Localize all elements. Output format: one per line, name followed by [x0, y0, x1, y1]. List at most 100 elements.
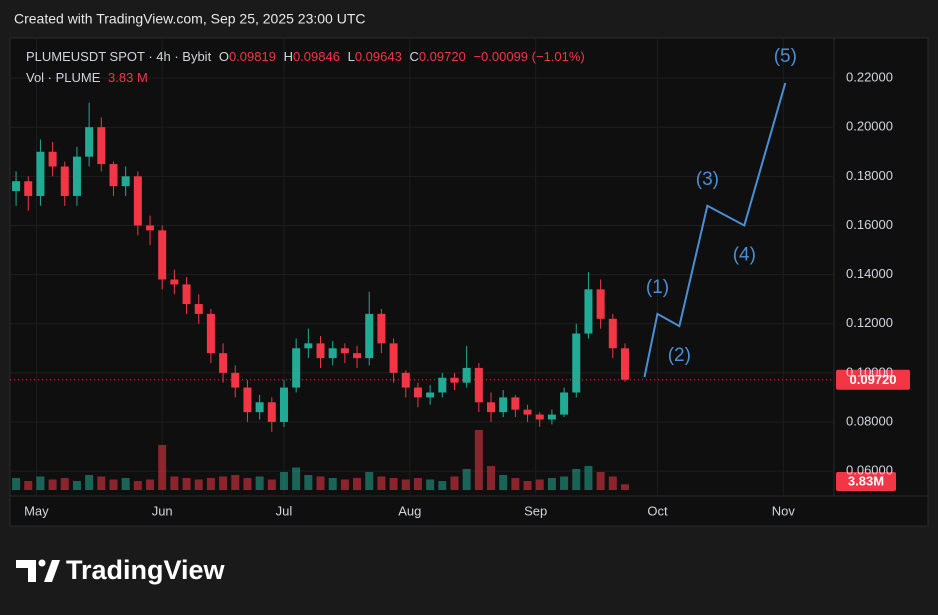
y-tick-label: 0.20000: [846, 119, 893, 134]
volume-bar: [219, 476, 228, 490]
candle-body: [511, 397, 520, 410]
volume-bar: [85, 475, 94, 490]
candle-body: [413, 387, 422, 398]
x-tick-label: May: [24, 503, 49, 518]
candle-body: [487, 402, 496, 413]
volume-bar: [474, 430, 483, 490]
x-tick-label: Aug: [398, 503, 421, 518]
candle-body: [499, 397, 508, 413]
candle-body: [462, 367, 471, 383]
volume-value: 3.83 M: [108, 70, 148, 85]
volume-bar: [487, 466, 496, 490]
candle-body: [36, 151, 45, 196]
volume-bar: [328, 478, 337, 490]
y-tick-label: 0.10000: [846, 364, 893, 379]
candle-body: [572, 333, 581, 393]
candle-body: [267, 402, 276, 422]
candle-body: [560, 392, 569, 415]
ohlc-key: O: [219, 49, 229, 64]
volume-bar: [12, 478, 21, 490]
volume-bar: [572, 469, 581, 490]
overlay: 0.09720 3.83M (1) (2) (3) (4) (5): [10, 46, 910, 491]
candle-body: [377, 313, 386, 344]
candle-body: [389, 343, 398, 373]
chart-panel: [9, 37, 929, 527]
volume-bar: [158, 445, 167, 490]
ohlc-value: 0.09720: [419, 49, 466, 64]
ohlc-key: C: [409, 49, 418, 64]
candle-body: [279, 387, 288, 422]
volume-bar: [426, 479, 435, 490]
volume-bar: [450, 476, 459, 490]
candles: [12, 102, 629, 432]
volume-bar: [438, 481, 447, 490]
candle-body: [146, 225, 155, 231]
candle-body: [523, 409, 532, 415]
volume-bar: [377, 476, 386, 490]
candle-body: [328, 348, 337, 359]
candle-body: [170, 279, 179, 285]
y-tick-label: 0.08000: [846, 413, 893, 428]
volume-bar: [109, 479, 118, 490]
candle-body: [158, 230, 167, 280]
x-tick-label: Jun: [152, 503, 173, 518]
candle-body: [48, 151, 57, 167]
volume-bar: [182, 478, 191, 490]
candle-body: [401, 372, 410, 388]
candle-body: [596, 289, 605, 319]
volume-bar: [133, 481, 142, 490]
candle-body: [121, 176, 130, 187]
candle-body: [608, 318, 617, 349]
candle-body: [231, 372, 240, 388]
volume-bar: [413, 478, 422, 490]
volume-bar: [499, 475, 508, 490]
change: −0.00099 (−1.01%): [473, 49, 584, 64]
candle-body: [438, 377, 447, 393]
y-tick-label: 0.06000: [846, 463, 893, 478]
brand: TradingView: [66, 555, 226, 585]
volume-bar: [146, 479, 155, 490]
last-price-label: 0.09720: [850, 372, 897, 387]
volume-bar: [596, 472, 605, 490]
y-tick-label: 0.14000: [846, 266, 893, 281]
volume-bar: [279, 472, 288, 490]
candle-body: [109, 164, 118, 187]
legend-line: PLUMEUSDT SPOT · 4h · Bybit O0.09819 H0.…: [26, 49, 585, 64]
candle-body: [12, 181, 21, 192]
volume-bar: [401, 479, 410, 490]
candle-body: [219, 353, 228, 373]
candle-body: [133, 176, 142, 226]
volume-bar: [24, 481, 33, 490]
logo-mark: [44, 560, 60, 582]
volume-bar: [72, 481, 81, 490]
candle-body: [474, 367, 483, 403]
volume-bar: [60, 478, 69, 490]
brand-logo: TradingView: [16, 555, 226, 585]
wave-label: (4): [733, 244, 756, 265]
y-tick-label: 0.22000: [846, 70, 893, 85]
volume-bar: [316, 476, 325, 490]
candle-body: [72, 156, 81, 196]
volume-bar: [170, 476, 179, 490]
symbol: PLUMEUSDT SPOT · 4h · Bybit: [26, 49, 212, 64]
last-volume-label: 3.83M: [848, 473, 884, 488]
volume-bar: [523, 481, 532, 490]
volume-bar: [206, 478, 215, 490]
ohlc-value: 0.09819: [229, 49, 276, 64]
x-tick-label: Nov: [772, 503, 796, 518]
candle-body: [194, 304, 203, 314]
candle-body: [255, 402, 264, 413]
logo-dot: [38, 559, 46, 567]
y-tick-label: 0.18000: [846, 168, 893, 183]
candle-body: [292, 348, 301, 388]
candle-body: [243, 387, 252, 413]
wave-label: (1): [646, 277, 669, 298]
candle-body: [584, 289, 593, 334]
volume-bar: [340, 479, 349, 490]
x-tick-label: Oct: [647, 503, 668, 518]
volume-bar: [231, 475, 240, 490]
volume-bar: [36, 476, 45, 490]
credit: Created with TradingView.com, Sep 25, 20…: [14, 11, 366, 27]
wave-projection: [643, 82, 787, 378]
